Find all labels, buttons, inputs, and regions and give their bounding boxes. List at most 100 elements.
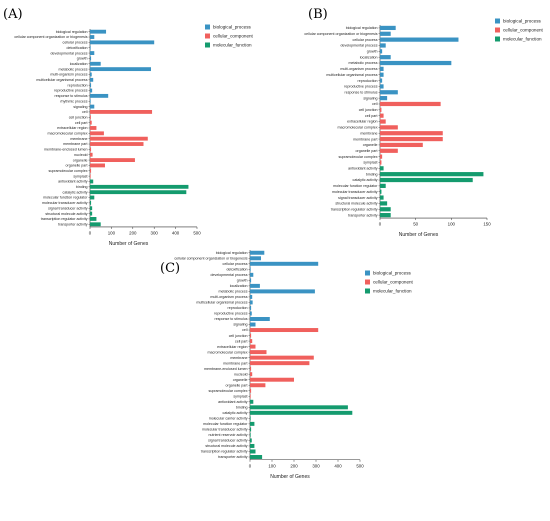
bar — [90, 174, 91, 179]
category-label: nucleoid — [234, 372, 247, 376]
category-label: macromolecular complex — [338, 126, 378, 130]
bar — [250, 278, 252, 283]
bar — [250, 294, 253, 299]
category-label: growth — [77, 57, 88, 61]
x-tick-label: 200 — [290, 463, 298, 468]
category-label: cell part — [75, 121, 88, 125]
category-label: organelle — [73, 158, 88, 162]
bar — [380, 55, 391, 60]
category-label: cell part — [235, 339, 248, 343]
bar — [380, 183, 386, 188]
bar — [380, 207, 391, 212]
bar — [380, 119, 386, 124]
bar — [90, 110, 153, 114]
category-label: cell part — [365, 114, 378, 118]
bar — [250, 328, 319, 333]
bar — [250, 455, 263, 459]
category-label: molecular function regulator — [43, 196, 88, 200]
category-label: cell — [82, 110, 88, 114]
bar — [90, 35, 95, 39]
bar — [250, 289, 315, 294]
category-label: developmental process — [341, 44, 378, 48]
bar — [90, 67, 151, 72]
category-label: transporter activity — [218, 455, 248, 459]
legend-label: cellular_component — [213, 34, 254, 39]
legend-label: cellular_component — [503, 28, 544, 33]
category-label: growth — [367, 50, 378, 54]
bar — [250, 427, 252, 432]
legend-label: molecular_function — [213, 43, 252, 48]
x-tick-label: 300 — [151, 230, 159, 235]
category-label: metabolic process — [59, 67, 88, 71]
bar — [250, 256, 261, 261]
category-label: binding — [236, 406, 248, 410]
bar — [250, 366, 252, 371]
category-label: structural molecule activity — [205, 444, 247, 448]
category-label: membrane-enclosed lumen — [204, 367, 248, 371]
x-tick-label: 100 — [268, 463, 276, 468]
category-label: cellular process — [353, 38, 378, 42]
bar — [380, 78, 383, 83]
x-tick-label: 50 — [413, 222, 418, 227]
category-label: organelle part — [356, 149, 378, 153]
category-label: antioxidant activity — [58, 180, 88, 184]
legend-label: biological_process — [503, 19, 541, 24]
category-label: organelle — [363, 143, 378, 147]
x-tick-label: 100 — [108, 230, 116, 235]
category-label: binding — [366, 172, 378, 176]
bar — [380, 136, 443, 142]
category-label: multi-organism process — [340, 67, 377, 71]
category-label: metabolic process — [349, 61, 378, 65]
bar — [250, 399, 254, 404]
bar — [90, 217, 97, 221]
bar — [90, 147, 92, 152]
category-label: cell — [372, 102, 378, 106]
panel-label: (C) — [160, 261, 180, 276]
bar — [380, 131, 443, 136]
bar — [250, 361, 310, 366]
category-label: membrane part — [63, 142, 87, 146]
bar — [380, 31, 391, 36]
category-label: antioxidant activity — [218, 400, 248, 404]
category-label: extracellular region — [217, 345, 247, 349]
category-label: molecular transducer activity — [332, 190, 378, 194]
category-label: cell junction — [229, 334, 248, 338]
category-label: multicellular organismal process — [326, 73, 377, 77]
bar — [380, 96, 388, 101]
category-label: biological regulation — [346, 26, 378, 30]
bar — [380, 25, 396, 31]
bar — [90, 136, 148, 141]
x-tick-label: 0 — [89, 230, 92, 235]
bar — [90, 115, 91, 120]
bar — [90, 51, 95, 55]
bar — [90, 56, 92, 61]
category-label: transcription regulator activity — [41, 217, 88, 221]
category-label: symplast — [233, 394, 247, 398]
bar — [90, 120, 92, 125]
bar — [380, 72, 384, 77]
category-label: signal transducer activity — [48, 206, 88, 210]
bar — [380, 125, 398, 130]
category-label: response to stimulus — [215, 317, 248, 321]
category-label: transcription regulator activity — [201, 450, 248, 454]
category-label: detoxification — [227, 268, 248, 272]
bar — [90, 142, 144, 146]
bar — [250, 377, 294, 382]
category-label: reproduction — [68, 83, 88, 87]
bar — [250, 267, 251, 272]
category-label: biological regulation — [56, 30, 88, 34]
bar — [90, 93, 109, 98]
category-label: membrane part — [223, 361, 247, 365]
bar — [250, 350, 267, 355]
category-label: multi-organism process — [210, 295, 247, 299]
category-label: reproductive process — [54, 89, 88, 93]
category-label: signaling — [363, 96, 377, 100]
x-tick-label: 300 — [312, 463, 320, 468]
bar — [90, 61, 101, 66]
category-label: catalytic activity — [63, 190, 88, 194]
category-label: molecular function regulator — [333, 184, 378, 188]
category-label: developmental process — [51, 51, 88, 55]
bar — [380, 101, 441, 107]
bar — [90, 77, 94, 82]
